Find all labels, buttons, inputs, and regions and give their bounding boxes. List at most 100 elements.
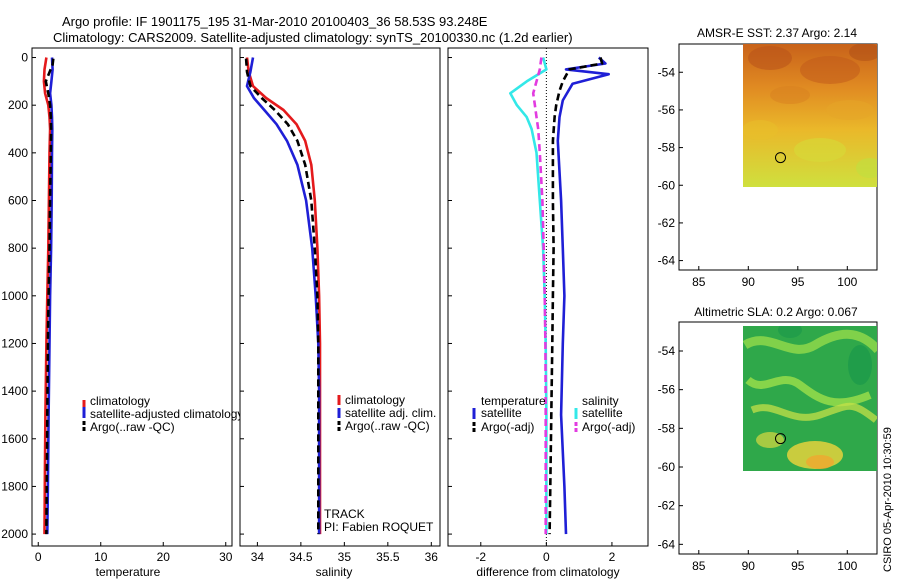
temperature-axes [31,47,233,547]
salinity-y-tick-marks [240,57,244,535]
legend-label-temp-satellite: satellite [481,406,522,420]
y-tick-label: -54 [658,344,676,358]
sla-map-x-ticks: 85 90 95 100 [692,550,858,573]
difference-legend: temperature satellite Argo(-adj) salinit… [472,394,635,434]
x-tick-label: 0 [35,550,42,564]
pi-annotation: PI: Fabien ROQUET [324,520,434,534]
legend-label-argo: Argo(..raw -QC) [345,419,430,433]
y-tick-label: -58 [658,421,676,435]
series-line-satellite-adjusted-climatology [46,57,54,535]
series-line-salinity-argo-adj [531,57,548,535]
series-line-temperature-satellite [556,56,611,535]
sla-map-title: Altimetric SLA: 0.2 Argo: 0.067 [694,305,858,319]
x-tick-label: 34.5 [289,550,313,564]
salinity-x-ticks: 34 34.5 35 35.5 36 [251,542,439,564]
y-tick-label: -60 [658,460,676,474]
legend-label-sal-satellite: satellite [582,406,623,420]
sst-map-y-ticks: -54 -56 -58 -60 -62 -64 [658,65,683,268]
x-tick-label: -2 [475,550,486,564]
x-tick-label: 34 [251,550,265,564]
x-tick-label: 95 [791,275,805,289]
x-tick-label: 85 [692,275,706,289]
salinity-panel: 34 34.5 35 35.5 36 salinity climatology sate… [239,47,441,579]
temperature-xlabel: temperature [96,565,161,579]
title-line-1: Argo profile: IF 1901175_195 31-Mar-2010… [62,14,488,29]
legend-label-climatology: climatology [345,393,405,407]
title-line-2: Climatology: CARS2009. Satellite-adjuste… [53,30,573,45]
sst-map-x-ticks: 85 90 95 100 [692,266,858,289]
series-line-climatology [42,57,52,535]
x-tick-label: 90 [742,275,756,289]
y-tick-label: 1800 [1,479,28,493]
sst-field-texture [743,44,877,178]
y-tick-label: -58 [658,141,676,155]
y-tick-label: 800 [8,241,28,255]
temperature-x-ticks: 0 10 20 30 [35,542,233,564]
y-tick-label: -64 [658,254,676,268]
difference-x-ticks: -2 0 2 [475,542,616,564]
x-tick-label: 95 [791,559,805,573]
difference-series [508,56,611,535]
y-tick-label: 1200 [1,336,28,350]
y-tick-label: 2000 [1,527,28,541]
sst-map-panel: AMSR-E SST: 2.37 Argo: 2.14 -54 -56 -58 -60… [658,26,878,289]
legend-title-salinity: salinity [582,394,619,408]
legend-label-sal-argo: Argo(-adj) [582,420,635,434]
y-tick-label: -62 [658,499,676,513]
y-tick-label: -56 [658,103,676,117]
difference-y-tick-marks [448,57,452,535]
y-tick-label: 1400 [1,384,28,398]
legend-label-satellite-adj: satellite adj. clim. [345,406,436,420]
legend-label-argo: Argo(..raw -QC) [90,420,175,434]
y-tick-label: -62 [658,216,676,230]
temperature-y-ticks: 0 200 400 600 800 1000 1200 1400 1600 1800 2000 [1,51,36,541]
legend-label-climatology: climatology [90,394,150,408]
sst-map-title: AMSR-E SST: 2.37 Argo: 2.14 [697,26,857,40]
x-tick-label: 100 [837,559,857,573]
legend-label-temp-argo: Argo(-adj) [481,420,534,434]
temperature-series [42,57,55,535]
series-line-temperature-argo-adj [548,57,604,535]
x-tick-label: 0 [543,550,550,564]
salinity-xlabel: salinity [316,565,353,579]
x-tick-label: 2 [609,550,616,564]
x-tick-label: 35.5 [376,550,400,564]
y-tick-label: 1600 [1,432,28,446]
y-tick-label: -56 [658,383,676,397]
x-tick-label: 10 [94,550,108,564]
x-tick-label: 100 [837,275,857,289]
y-tick-label: -54 [658,65,676,79]
x-tick-label: 20 [157,550,171,564]
legend-title-temperature: temperature [481,394,546,408]
argo-location-marker [775,152,786,164]
y-tick-label: 600 [8,193,28,207]
x-tick-label: 90 [742,559,756,573]
difference-axes [447,47,649,547]
series-line-argo-raw-qc [244,58,320,535]
sla-field-texture [743,326,877,469]
track-annotation: TRACK [324,507,365,521]
y-tick-label: 1000 [1,289,28,303]
y-tick-label: -60 [658,178,676,192]
y-tick-label: 0 [21,51,28,65]
x-tick-label: 30 [219,550,233,564]
temperature-legend: climatology satellite-adjusted climatolo… [82,394,243,434]
sla-map-y-ticks: -54 -56 -58 -60 -62 -64 [658,344,683,551]
y-tick-label: -64 [658,537,676,551]
salinity-axes [239,47,441,547]
x-tick-label: 36 [425,550,439,564]
y-tick-label: 200 [8,98,28,112]
series-line-argo-raw-qc [44,58,55,535]
sla-map-panel: Altimetric SLA: 0.2 Argo: 0.067 -54-56-5… [658,305,878,573]
difference-panel: -2 0 2 difference from climatology tempera… [447,47,649,579]
salinity-legend: climatology satellite adj. clim. Argo(..… [337,393,436,433]
csiro-credit: CSIRO 05-Apr-2010 10:30:59 [882,427,894,572]
temperature-panel: 0 200 400 600 800 1000 1200 1400 1600 1800 2000 0 1… [1,47,243,579]
legend-label-satellite-adjusted: satellite-adjusted climatology [90,407,243,421]
salinity-series [244,57,322,535]
x-tick-label: 85 [692,559,706,573]
difference-xlabel: difference from climatology [476,565,619,579]
argo-location-marker [775,433,786,445]
x-tick-label: 35 [338,550,352,564]
